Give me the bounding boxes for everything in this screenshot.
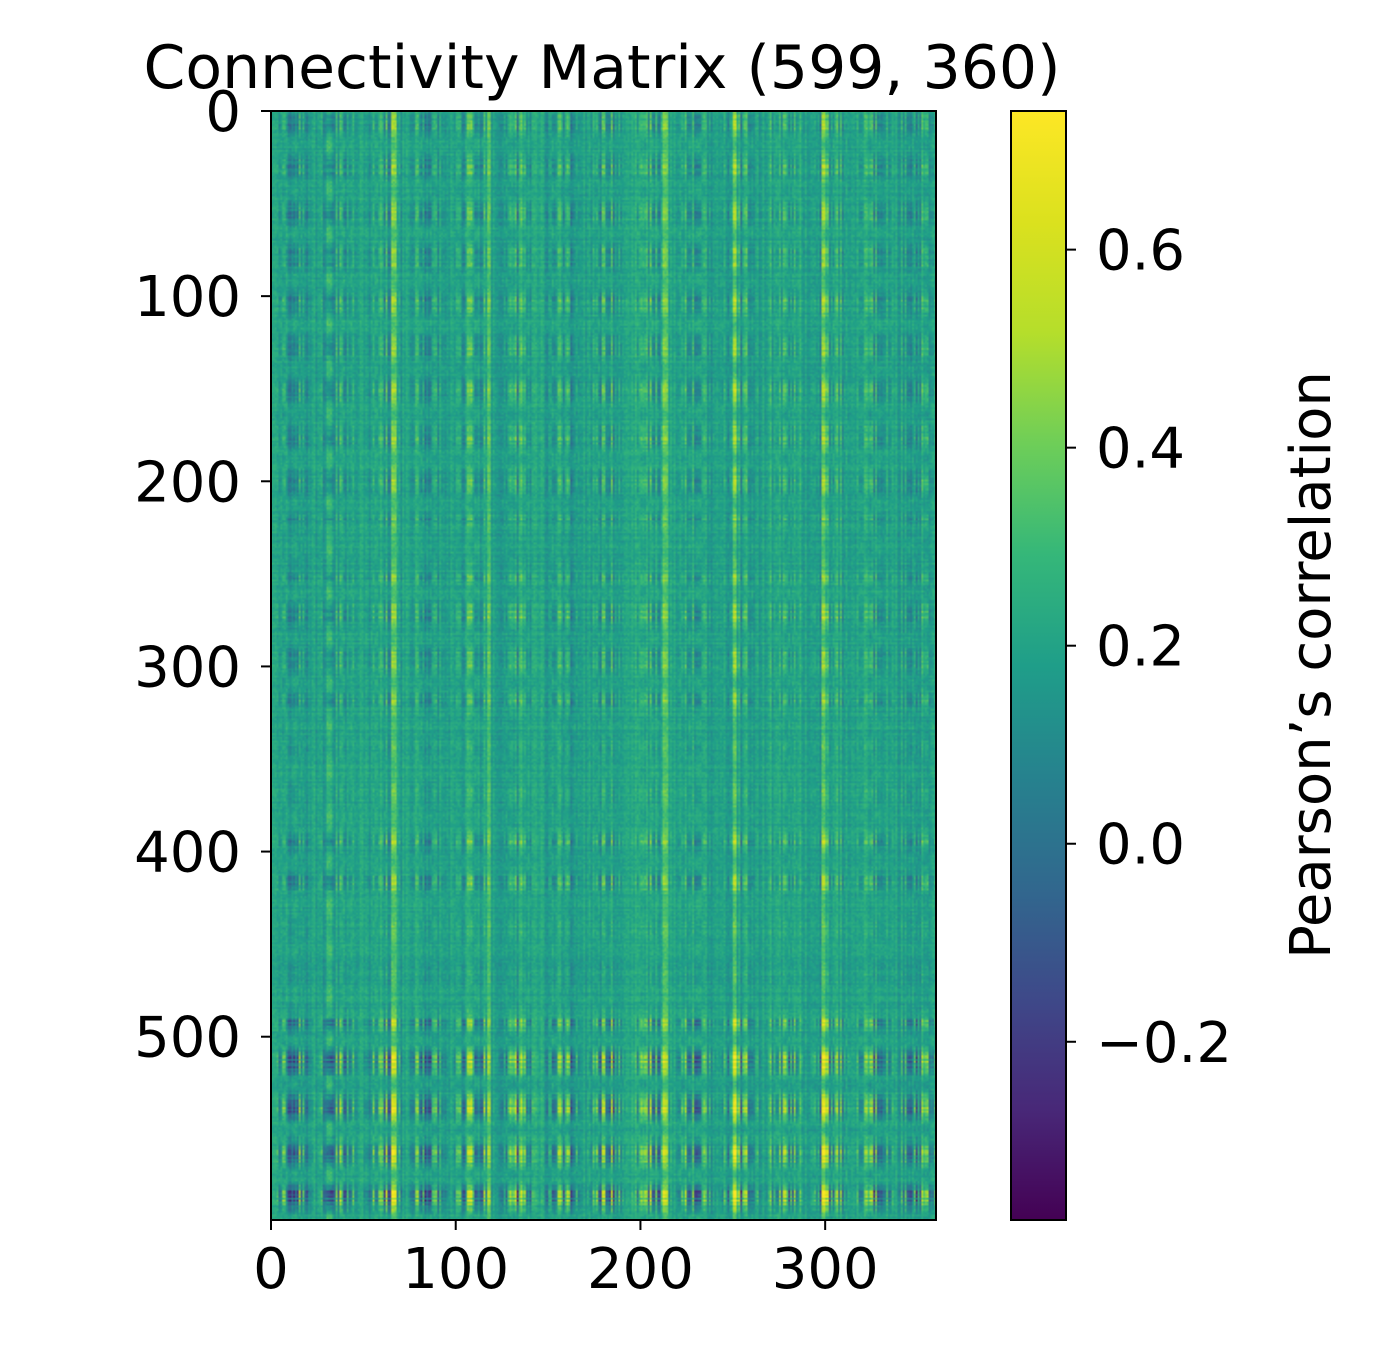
colorbar [1010, 110, 1067, 1221]
heatmap-image [271, 111, 936, 1220]
y-tick-label: 200 [134, 450, 241, 515]
x-tick-label: 300 [772, 1237, 879, 1302]
y-axis: 0 100 200 300 400 500 [134, 80, 271, 1071]
heatmap [270, 110, 937, 1221]
colorbar-tick-label: 0.6 [1096, 219, 1185, 284]
x-tick-label: 100 [402, 1237, 509, 1302]
colorbar-label: Pearson’s correlation [1279, 371, 1344, 959]
chart-title: Connectivity Matrix (599, 360) [143, 33, 1060, 103]
colorbar-tick-label: 0.4 [1096, 417, 1185, 482]
colorbar-tick-label: 0.2 [1096, 615, 1185, 680]
y-tick-label: 100 [134, 265, 241, 330]
x-tick-label: 200 [587, 1237, 694, 1302]
colorbar-tick-label: −0.2 [1096, 1011, 1232, 1076]
y-tick-label: 500 [134, 1006, 241, 1071]
colorbar-frame [1010, 110, 1067, 1221]
colorbar-tick-label: 0.0 [1096, 813, 1185, 878]
y-tick-label: 300 [134, 635, 241, 700]
x-tick-label: 0 [253, 1237, 289, 1302]
colorbar-axis: −0.2 0.0 0.2 0.4 0.6 [1066, 219, 1232, 1076]
y-tick-label: 400 [134, 821, 241, 886]
x-axis: 0 100 200 300 [253, 1220, 879, 1302]
colorbar-gradient [1011, 111, 1066, 1220]
y-tick-label: 0 [205, 80, 241, 145]
